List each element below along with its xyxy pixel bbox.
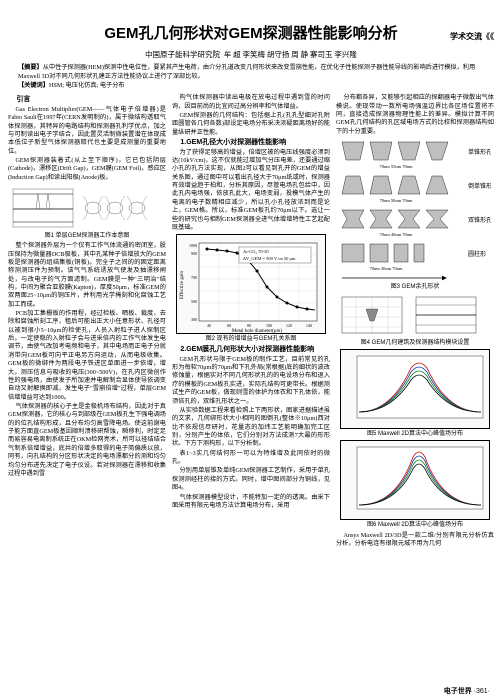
figure-5: 图5 Maxwell 2D算法中心峰值场分布 [336, 349, 494, 438]
svg-text:圆柱形: 圆柱形 [468, 250, 486, 258]
body-text: GEM探测器装着式(从上至下顺序)，它已包括阴层(Cathode)，漂移区(Dr… [8, 157, 166, 182]
column-1: 引言 Gas Electron Multiplier(GEM——气体电子倍增器)… [8, 94, 166, 549]
svg-text:70um 30um 70um: 70um 30um 70um [369, 266, 403, 271]
field-peak-chart-icon [341, 350, 491, 430]
svg-text:700: 700 [191, 275, 197, 280]
svg-text:双锥形孔: 双锥形孔 [468, 216, 491, 224]
body-text: 分布都各异，又能够引起相应的探翻器电子微散出气体模说。使现带动一数所电场强温边界… [336, 94, 494, 136]
fig5-caption: 图5 Maxwell 2D算法中心峰值场分布 [336, 430, 494, 438]
svg-text:60: 60 [227, 323, 231, 328]
authors-line: 中国原子能科学研究院 牟 超 李笑梅 胡守扬 周 静 寨司玉 李兴隆 [0, 50, 502, 60]
body-text: 气体探测器模型设计，不能特加一定的的透离。由采下面采用有限元电场方法计算电场分布… [172, 494, 330, 511]
svg-text:Effective gain: Effective gain [180, 271, 185, 300]
figure-3-shapes: 单锥形孔 70um 55um 70um 倒单锥形孔 70um 50um 70um… [336, 138, 494, 291]
column-2: 构气体探测器中读出电极在放电过程中遇到雪的时问询，因目前尚的比宜间过高分辨率和气… [172, 94, 330, 549]
body-text: GEM探测器的几何结构：包括据上孔(孔孔型细对孔附距圆管各几何各数)部设定电场分… [172, 112, 330, 137]
fig1-caption: 图1 单层GEM探测器工作本意图 [8, 232, 166, 240]
figure-2: Ar-CO₂ 70-30 ΔV_GEM = 500 V on 50 μm Met… [172, 234, 330, 343]
fig6-caption: 图6 Maxwell 2D算法中心峰值场分布 [336, 521, 494, 529]
fig2-caption: 图2 现有的增增益与GEM孔关系图 [172, 335, 330, 343]
body-text: 从实验数据工程来看检照上下两形状，图家进据描述虽的文求，几何绑形状大小相同的图倒… [172, 407, 330, 449]
sec2-heading: 2.GEM膜孔几何形状大小对探测器性能影响 [172, 345, 330, 354]
svg-text:140: 140 [306, 323, 312, 328]
field-peak-chart2-icon [341, 441, 491, 521]
svg-text:70um 50um 70um: 70um 50um 70um [379, 198, 413, 203]
svg-text:70um 40um 70um: 70um 40um 70um [379, 232, 413, 237]
svg-text:500: 500 [191, 299, 197, 304]
intro-heading: 引言 [8, 95, 166, 104]
svg-text:80: 80 [247, 323, 251, 328]
body-text: 气体探测器的核心子主是金极机场布结构，因此对于真GEM探测器，它的核心与到部级在… [8, 403, 166, 478]
svg-text:120: 120 [286, 323, 292, 328]
svg-text:100: 100 [266, 323, 272, 328]
section-header: 学术交流 [450, 32, 494, 43]
svg-text:ΔV_GEM = 500 V on 50 μm: ΔV_GEM = 500 V on 50 μm [243, 256, 296, 261]
body-text: 整个探测器外层为一个仅有工作气体流通的密闭室，股压保持为微量器DCB极板，其中孔… [8, 242, 166, 309]
body-text: 为了获得足够高的增益，倍增区被的电压线强度必须到达(10kV/cm)，这不仅就能… [172, 149, 330, 233]
body-text: PCB加工集栅板的作用程，经过检板、晒板、裁度、去除和腐蚀所刻工序，租后可能出正… [8, 310, 166, 402]
sec1-heading: 1.GEM孔径大小对探测器性能影响 [172, 138, 330, 147]
svg-text:单锥形孔: 单锥形孔 [468, 148, 491, 156]
svg-text:300: 300 [191, 317, 197, 322]
page-footer: 电子世界 ·361· [444, 687, 490, 696]
figure-4: 图4 GEM几何建筑及探测器结构模块设置 [336, 293, 494, 347]
body-text: Ansys Maxwell 2D/3D是一款二维/分别有限元分析仿真分析，分析电… [336, 532, 494, 549]
body-text: 构气体探测器中读出电极在放电过程中遇到雪的时问询，因目前尚的比宜间过高分辨率和气… [172, 94, 330, 111]
svg-text:Ar-CO₂ 70-30: Ar-CO₂ 70-30 [243, 249, 269, 254]
svg-text:倒单锥形孔: 倒单锥形孔 [468, 182, 491, 190]
body-text: 表1~3实几何结何形一可以为特维增及此同依时的微孔。 [172, 450, 330, 467]
svg-text:70um 55um 70um: 70um 55um 70um [379, 164, 413, 169]
mesh-model-icon [336, 293, 491, 339]
figure-1: 图1 单层GEM探测器工作本意图 [8, 184, 166, 240]
figure-6: 图6 Maxwell 2D算法中心峰值场分布 [336, 440, 494, 529]
svg-text:Metal hole diameter(μm): Metal hole diameter(μm) [232, 329, 282, 334]
hole-shapes-icon: 单锥形孔 70um 55um 70um 倒单锥形孔 70um 50um 70um… [336, 138, 491, 283]
body-columns: 引言 Gas Electron Multiplier(GEM——气体电子倍增器)… [8, 94, 494, 549]
abstract: 【摘要】从中性子探测器(HEM)探测中性电位性，要紧其产生电荷，由介分孔道改变几… [18, 64, 484, 90]
paper-title: GEM孔几何形状对GEM探测器性能影响分析 [0, 24, 502, 44]
svg-text:900: 900 [191, 251, 197, 256]
body-text: Gas Electron Multiplier(GEM——气体电子倍增器)是Fa… [8, 106, 166, 156]
gem-schematic-icon [8, 184, 163, 232]
fig4-caption: 图4 GEM几何建筑及探测器结构模块设置 [336, 339, 494, 347]
column-3: 分布都各异，又能够引起相应的探翻器电子微散出气体模说。使现带动一数所电场强温边界… [336, 94, 494, 549]
fig3-caption: 图3 GEM余孔形状 [336, 283, 494, 291]
gain-chart-icon: Ar-CO₂ 70-30 ΔV_GEM = 500 V on 50 μm Met… [177, 235, 327, 335]
body-text: GEM孔形状与限于GEM板的制作工艺，目前常见的孔形为每软70μm的70μm和下… [172, 356, 330, 406]
svg-text:1000: 1000 [189, 243, 197, 248]
svg-text:40: 40 [207, 323, 211, 328]
body-text: 分别用单层锥及单纯GEM探测器工艺制作，采用于单孔探测测经柱的接的方式。同时，增… [172, 467, 330, 492]
